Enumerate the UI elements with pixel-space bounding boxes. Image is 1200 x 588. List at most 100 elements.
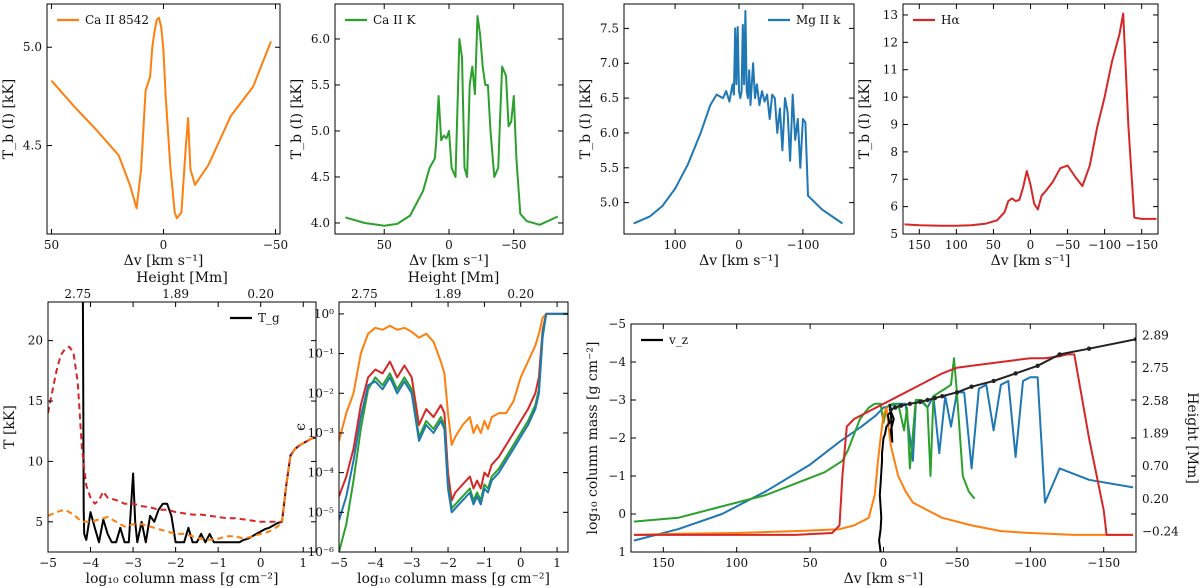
p2-panel: 50 0 −50 4.0 4.5 5.0 5.5 6.0 Δv [km s⁻¹] T_b (I) … bbox=[289, 3, 564, 269]
p5-legend-label: T_g bbox=[258, 311, 280, 325]
p4-y-axis-label: T_b (I) [kK] bbox=[857, 79, 873, 160]
p7-y-tick-label: −2 bbox=[608, 431, 626, 445]
p3-x-tick-label: −100 bbox=[786, 238, 819, 252]
p3-y-tick-label: 5.5 bbox=[600, 161, 619, 175]
p6-x-tick-label: −5 bbox=[330, 556, 348, 570]
p6-y-tick-label: 10⁻⁴ bbox=[308, 466, 335, 480]
p7-series-line-5 bbox=[878, 403, 895, 552]
p2-legend-label: Ca II K bbox=[373, 13, 416, 27]
p7-y-axis-label: log₁₀ column mass [g cm⁻²] bbox=[585, 342, 601, 535]
p6-series-line-4 bbox=[339, 312, 568, 521]
p7-series-6-point bbox=[969, 384, 974, 389]
p4-x-tick-label: 150 bbox=[908, 238, 931, 252]
p7-series-6-point bbox=[940, 394, 945, 399]
p2-y-tick-label: 5.5 bbox=[311, 78, 330, 92]
p7-series-6-point bbox=[954, 390, 960, 395]
p2-frame bbox=[334, 3, 564, 235]
p5-top-x-tick-label: 0.20 bbox=[247, 287, 274, 301]
p4-y-tick-label: 7 bbox=[890, 172, 898, 186]
p4-frame bbox=[902, 3, 1159, 235]
p6-y-tick-label: 10⁰ bbox=[314, 307, 334, 321]
p7-series-line-4 bbox=[633, 353, 1134, 536]
p7-right-y-tick-label: −0.24 bbox=[1142, 524, 1179, 538]
p7-panel: 150 100 50 0 −50 −100 −150 1 0 −1 −2 −3 −4 −5 Δv [km s… bbox=[585, 317, 1200, 587]
p3-y-tick-label: 7.5 bbox=[600, 21, 619, 35]
p7-series-6-point bbox=[918, 399, 923, 405]
p6-x-tick-label: −3 bbox=[403, 556, 421, 570]
p5-x-tick-label: −5 bbox=[39, 556, 57, 570]
p2-series-line-1 bbox=[345, 15, 559, 227]
p4-y-tick-label: 10 bbox=[883, 90, 898, 104]
p1-x-axis-label: Δv [km s⁻¹] bbox=[124, 253, 204, 269]
p2-y-axis-label: T_b (I) [kK] bbox=[289, 79, 305, 160]
p6-x-tick-label: −2 bbox=[439, 556, 457, 570]
p4-x-tick-label: 100 bbox=[945, 238, 968, 252]
p5-series-group bbox=[48, 302, 316, 544]
p7-right-y-tick-label: 2.58 bbox=[1142, 394, 1169, 408]
p4-y-tick-label: 9 bbox=[890, 117, 898, 131]
p1-x-tick-label: 50 bbox=[44, 238, 59, 252]
p7-series-group bbox=[633, 337, 1136, 552]
p3-y-tick-label: 5.0 bbox=[600, 196, 619, 210]
p4-y-tick-label: 8 bbox=[890, 145, 898, 159]
p7-right-y-axis-label: Height [Mm] bbox=[1184, 392, 1200, 484]
p6-y-tick-label: 10⁻² bbox=[308, 386, 335, 400]
p7-right-y-tick-label: 1.89 bbox=[1142, 426, 1169, 440]
p1-y-axis-label: T_b (I) [kK] bbox=[1, 79, 17, 160]
p1-series-line-1 bbox=[50, 16, 272, 220]
p3-y-axis-label: T_b (I) [kK] bbox=[578, 79, 594, 160]
p7-x-tick-label: 100 bbox=[725, 556, 748, 570]
p7-y-tick-label: −5 bbox=[608, 317, 626, 331]
p7-series-6-point bbox=[893, 405, 898, 410]
p4-series-group bbox=[904, 12, 1157, 227]
p6-panel: −5 −4 −3 −2 −1 0 110⁻⁶10⁻⁵10⁻⁴10⁻³10⁻²10⁻¹10⁰l… bbox=[293, 270, 569, 587]
p5-x-tick-label: −1 bbox=[209, 556, 227, 570]
p3-series-line-1 bbox=[633, 10, 844, 225]
p7-series-line-3 bbox=[633, 406, 1134, 536]
p7-series-6-point bbox=[925, 397, 930, 403]
p7-series-6-point bbox=[898, 403, 904, 408]
p7-legend-label: v_z bbox=[668, 333, 688, 347]
p1-frame bbox=[46, 3, 281, 235]
p7-x-tick-label: 0 bbox=[880, 556, 888, 570]
p1-x-tick-label: −50 bbox=[263, 238, 288, 252]
p7-series-6-point bbox=[907, 401, 913, 406]
p6-x-tick-label: −4 bbox=[366, 556, 384, 570]
p1-panel: 50 0 −50 4.5 5.0 Δv [km s⁻¹] T_b (I) [kK] Ca II… bbox=[1, 3, 288, 269]
p7-y-tick-label: 0 bbox=[618, 507, 626, 521]
p3-legend-label: Mg II k bbox=[796, 13, 841, 27]
p2-y-tick-label: 4.0 bbox=[311, 216, 330, 230]
p4-y-tick-label: 5 bbox=[890, 227, 898, 241]
p5-x-tick-label: 0 bbox=[257, 556, 265, 570]
p7-series-6-point bbox=[1086, 346, 1092, 351]
p3-y-tick-label: 7.0 bbox=[600, 56, 619, 70]
p6-series-group bbox=[339, 312, 568, 552]
p5-y-tick-label: 10 bbox=[28, 454, 43, 468]
p4-x-tick-label: −150 bbox=[1125, 238, 1158, 252]
p5-series-line-1 bbox=[81, 302, 316, 544]
p5-x-tick-label: −3 bbox=[124, 556, 142, 570]
p3-y-tick-label: 6.0 bbox=[600, 126, 619, 140]
p3-y-tick-label: 6.5 bbox=[600, 91, 619, 105]
p7-x-tick-label: −150 bbox=[1087, 556, 1120, 570]
p7-series-6-point bbox=[888, 407, 894, 412]
p2-x-tick-label: 0 bbox=[445, 238, 453, 252]
p5-frame bbox=[47, 301, 317, 553]
p7-x-tick-label: −100 bbox=[1014, 556, 1047, 570]
p6-y-tick-label: 10⁻⁶ bbox=[308, 545, 335, 559]
p5-series-line-3 bbox=[48, 436, 316, 541]
p6-top-x-tick-label: 0.20 bbox=[507, 287, 534, 301]
p5-top-x-tick-label: 1.89 bbox=[162, 287, 189, 301]
p7-series-line-1 bbox=[633, 376, 1134, 542]
p6-y-axis-label: ϵ bbox=[293, 423, 309, 431]
p5-top-x-tick-label: 2.75 bbox=[64, 287, 91, 301]
p7-series-6-point bbox=[1133, 337, 1136, 342]
p6-y-tick-label: 10⁻¹ bbox=[308, 347, 334, 361]
p5-series-line-2 bbox=[48, 345, 316, 523]
p4-panel: 150 100 50 0 −50 −100 −150 5 6 7 8 9 10 11 12 13 Δv [km … bbox=[857, 3, 1159, 269]
p1-y-tick-label: 4.5 bbox=[23, 139, 42, 153]
p1-y-tick-label: 5.0 bbox=[23, 40, 42, 54]
p6-y-tick-label: 10⁻⁵ bbox=[308, 505, 335, 519]
p6-top-x-tick-label: 2.75 bbox=[351, 287, 378, 301]
